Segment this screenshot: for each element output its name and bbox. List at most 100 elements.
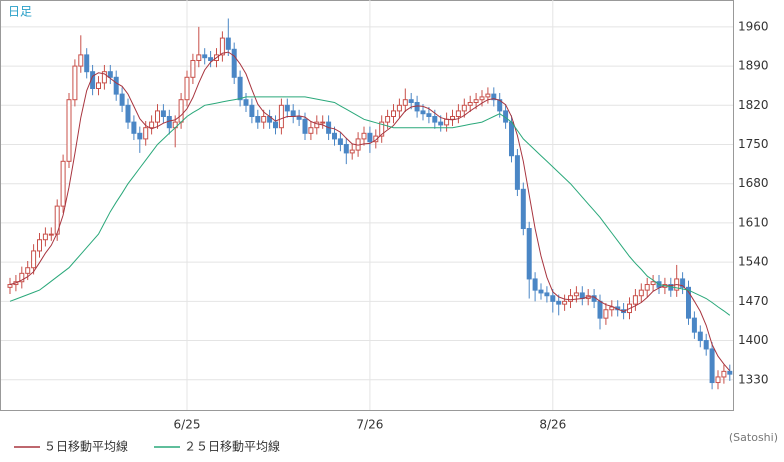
candle-body: [231, 48, 237, 78]
candle-body: [538, 289, 544, 294]
candle-body: [125, 104, 131, 123]
candle-body: [426, 113, 432, 118]
candle-body: [78, 54, 84, 67]
candle-body: [520, 188, 526, 230]
candle-body: [131, 121, 137, 134]
candle-body: [178, 99, 184, 123]
y-tick-label: 1750: [738, 137, 769, 151]
y-tick-label: 1820: [738, 98, 769, 112]
candle-body: [473, 99, 479, 104]
candle-body: [379, 121, 385, 137]
candle-body: [367, 132, 373, 143]
candle-body: [7, 284, 13, 288]
candle-body: [444, 118, 450, 126]
y-tick-label: 1610: [738, 215, 769, 229]
candle-body: [680, 278, 686, 288]
candle-body: [691, 317, 697, 333]
y-tick-label: 1960: [738, 19, 769, 33]
candle-body: [84, 54, 90, 73]
candle-body: [166, 116, 172, 129]
candle-body: [455, 110, 461, 118]
candle-body: [66, 99, 72, 162]
candle-body: [632, 295, 638, 305]
legend-label: ５日移動平均線: [44, 439, 128, 454]
candle-body: [113, 76, 119, 95]
candle-body: [644, 284, 650, 291]
candle-body: [686, 286, 691, 319]
ma-line: [9, 51, 731, 372]
candle-body: [432, 116, 438, 123]
candle-body: [597, 300, 603, 319]
candle-body: [243, 99, 249, 106]
candle-body: [208, 57, 214, 61]
candle-body: [237, 76, 243, 101]
candle-body: [137, 132, 143, 140]
candle-body: [25, 267, 31, 274]
candle-body: [727, 370, 733, 375]
candle-body: [568, 295, 573, 302]
candle-body: [479, 96, 485, 101]
candle-body: [149, 121, 155, 129]
candle-body: [491, 93, 497, 101]
candle-body: [461, 104, 467, 112]
candle-body: [721, 370, 727, 378]
candle-body: [638, 289, 644, 297]
candle-body: [485, 93, 491, 98]
candle-body: [249, 104, 255, 118]
candle-body: [284, 104, 290, 112]
legend-label: ２５日移動平均線: [184, 439, 280, 454]
candle-body: [343, 144, 349, 154]
candle-body: [697, 331, 703, 342]
candle-body: [391, 110, 396, 118]
candle-body: [101, 71, 107, 84]
candle-body: [278, 104, 284, 129]
candle-body: [532, 278, 538, 291]
candle-body: [290, 110, 296, 118]
candle-body: [467, 102, 473, 106]
x-tick-label: 8/26: [539, 418, 566, 432]
candle-body: [373, 135, 379, 143]
candle-body: [308, 127, 314, 134]
candle-body: [42, 233, 48, 241]
candle-body: [514, 155, 520, 190]
candle-body: [225, 37, 231, 50]
y-tick-label: 1680: [738, 176, 769, 190]
candle-body: [337, 138, 343, 146]
candle-body: [650, 281, 656, 286]
candle-body: [219, 37, 225, 56]
candle-body: [396, 104, 402, 112]
candle-body: [550, 295, 556, 302]
candle-body: [196, 54, 202, 61]
plot-frame: [0, 0, 734, 411]
candle-body: [296, 116, 302, 120]
candle-body: [438, 121, 444, 126]
candle-body: [143, 127, 149, 140]
y-tick-label: 1890: [738, 59, 769, 73]
candle-body: [497, 99, 503, 112]
candle-body: [414, 102, 420, 112]
candle-body: [155, 110, 160, 123]
candle-body: [190, 59, 196, 78]
chart-label: 日足: [8, 5, 32, 19]
y-tick-label: 1400: [738, 333, 769, 347]
candle-body: [408, 99, 414, 104]
candle-body: [450, 116, 455, 120]
candle-body: [202, 54, 208, 59]
candle-body: [60, 160, 66, 207]
candle-body: [31, 250, 37, 269]
y-tick-label: 1540: [738, 255, 769, 269]
candle-body: [119, 93, 125, 106]
candle-body: [96, 82, 101, 89]
candle-body: [544, 292, 550, 297]
candle-body: [526, 228, 532, 280]
candle-body: [603, 309, 609, 319]
candle-body: [160, 110, 166, 118]
candle-body: [385, 116, 391, 123]
candle-body: [37, 239, 42, 252]
candle-body: [261, 116, 267, 123]
ma-line: [9, 96, 731, 316]
candle-body: [420, 110, 426, 115]
candle-body: [320, 121, 326, 124]
candle-body: [19, 272, 25, 283]
